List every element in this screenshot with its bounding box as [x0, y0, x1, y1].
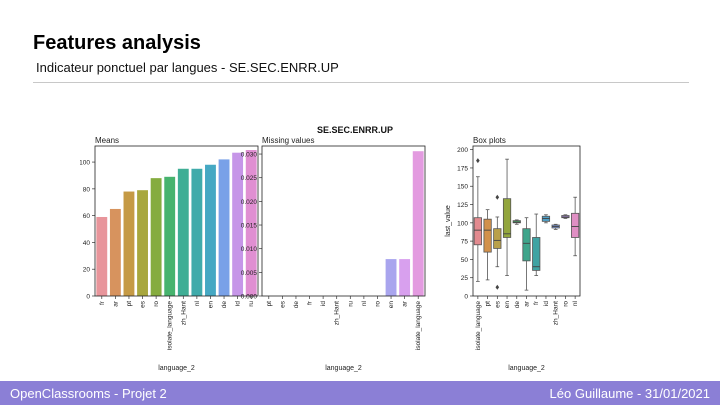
box	[522, 228, 531, 262]
box	[473, 217, 482, 246]
box-outlier	[495, 284, 500, 290]
x-tick-label: pt	[485, 301, 492, 307]
x-tick-label: id	[320, 301, 327, 306]
y-tick-label: 0	[86, 294, 90, 301]
x-axis-label: language_2	[158, 365, 195, 372]
x-tick-label: en	[388, 301, 395, 309]
bar	[109, 208, 121, 296]
y-tick-label: 0.000	[241, 294, 258, 301]
figure-title: SE.SEC.ENRR.UP	[317, 125, 393, 135]
y-tick-label: 0.015	[241, 223, 258, 230]
bar	[232, 152, 244, 296]
x-tick-label: pt	[126, 301, 133, 307]
x-tick-label: fr	[99, 300, 106, 305]
x-tick-label: isolate_language	[167, 301, 174, 351]
footer-bar: OpenClassrooms - Projet 2 Léo Guillaume …	[0, 381, 720, 405]
x-tick-label: ar	[402, 300, 409, 307]
y-tick-label: 0.010	[241, 246, 258, 253]
box	[483, 218, 492, 253]
box	[493, 228, 502, 249]
x-tick-label: nl	[572, 300, 579, 306]
y-tick-label: 0.030	[241, 152, 258, 159]
title-divider	[33, 82, 689, 83]
box-outlier	[495, 194, 500, 200]
x-tick-label: zh_Hant	[553, 301, 560, 325]
x-tick-label: ru	[248, 301, 255, 307]
x-tick-label: zh_Hant	[180, 301, 187, 325]
bar	[399, 259, 411, 296]
bar	[218, 159, 230, 296]
x-tick-label: zh_Hant	[334, 301, 341, 325]
x-tick-label: fr	[533, 300, 540, 305]
x-tick-label: es	[494, 300, 501, 308]
y-tick-label: 0.025	[241, 175, 258, 182]
y-tick-label: 0.005	[241, 270, 258, 277]
x-tick-label: ru	[347, 301, 354, 307]
x-tick-label: nl	[194, 300, 201, 306]
box-outlier	[476, 158, 480, 164]
y-tick-label: 80	[83, 186, 91, 193]
x-tick-label: isolate_language	[415, 301, 422, 351]
x-tick-label: ar	[524, 300, 531, 307]
box	[571, 212, 580, 238]
x-axis-label: language_2	[325, 365, 362, 372]
x-tick-label: id	[543, 301, 550, 306]
bar	[245, 150, 257, 296]
bar	[412, 151, 424, 296]
y-tick-label: 100	[80, 160, 90, 167]
slide-subtitle: Indicateur ponctuel par langues - SE.SEC…	[36, 60, 339, 75]
footer-author-date: Léo Guillaume - 31/01/2021	[549, 386, 710, 401]
y-tick-label: 40	[83, 240, 91, 247]
box	[532, 237, 541, 271]
panel-title: Box plots	[473, 136, 506, 145]
x-axis-label: language_2	[508, 365, 545, 372]
bar	[191, 168, 203, 296]
axes-frame	[94, 145, 259, 297]
y-tick-label: 150	[457, 184, 468, 191]
bar	[96, 216, 108, 296]
y-tick-label: 100	[457, 220, 468, 227]
y-tick-label: 75	[461, 239, 469, 246]
x-tick-label: de	[293, 301, 300, 309]
bar	[150, 178, 162, 296]
bar	[123, 191, 135, 296]
x-tick-label: es	[140, 300, 147, 308]
x-tick-label: id	[235, 301, 242, 306]
x-tick-label: isolate_language	[475, 301, 482, 351]
y-tick-label: 0.020	[241, 199, 258, 206]
x-tick-label: ar	[112, 300, 119, 307]
x-tick-label: de	[514, 301, 521, 309]
y-tick-label: 20	[83, 267, 91, 274]
y-tick-label: 50	[461, 257, 469, 264]
slide-title: Features analysis	[33, 32, 201, 54]
bar	[205, 164, 216, 296]
x-tick-label: de	[221, 301, 228, 309]
y-axis-label: last_value	[445, 205, 452, 237]
x-tick-label: ro	[374, 301, 381, 307]
x-tick-label: en	[207, 301, 214, 309]
panel-title: Means	[95, 136, 119, 145]
footer-course: OpenClassrooms - Projet 2	[10, 386, 167, 401]
x-tick-label: ro	[562, 301, 569, 307]
y-tick-label: 125	[457, 202, 468, 209]
y-tick-label: 0	[464, 294, 468, 301]
y-tick-label: 200	[457, 147, 468, 154]
y-tick-label: 60	[83, 213, 91, 220]
box	[502, 198, 512, 238]
panel-title: Missing values	[262, 136, 314, 145]
y-tick-label: 175	[457, 165, 468, 172]
x-tick-label: pt	[266, 301, 273, 307]
bar	[177, 168, 189, 296]
x-tick-label: nl	[361, 300, 368, 306]
bar	[385, 259, 397, 296]
bar	[164, 176, 176, 296]
x-tick-label: fr	[307, 300, 314, 305]
axes-frame	[261, 145, 426, 297]
bar	[137, 190, 148, 296]
x-tick-label: ro	[153, 301, 160, 307]
y-tick-label: 25	[461, 275, 469, 282]
x-tick-label: es	[279, 300, 286, 308]
x-tick-label: en	[504, 301, 511, 309]
